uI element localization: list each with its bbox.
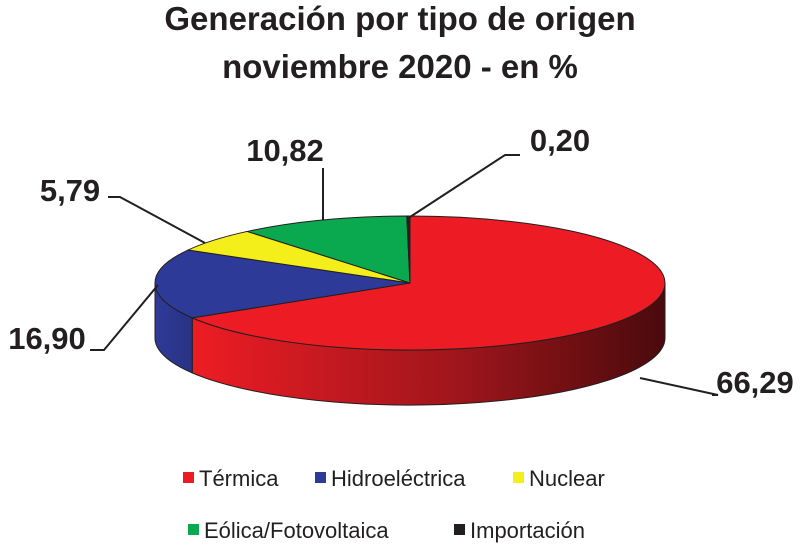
- slice: [190, 215, 666, 351]
- legend: Térmica Hidroeléctrica Nuclear Eólica/Fotov…: [183, 466, 605, 543]
- legend-swatch: [183, 472, 194, 483]
- legend-swatch: [513, 472, 524, 483]
- chart-title: noviembre 2020 - en %: [222, 48, 578, 85]
- leader-line: [639, 377, 719, 396]
- value-label: 0,20: [530, 123, 590, 158]
- slice: [245, 215, 411, 284]
- legend-label: Térmica: [199, 466, 279, 491]
- value-label: 66,29: [716, 365, 794, 400]
- leader-line: [108, 196, 206, 244]
- leader-line: [409, 154, 520, 218]
- leader-line: [90, 284, 159, 351]
- legend-label: Eólica/Fotovoltaica: [204, 518, 389, 543]
- legend-label: Importación: [470, 518, 585, 543]
- pie: [154, 215, 666, 406]
- labels: 66,29 16,90 5,79 10,82 0,20: [8, 123, 794, 400]
- legend-label: Nuclear: [529, 466, 605, 491]
- legend-swatch: [454, 524, 465, 535]
- legend-label: Hidroeléctrica: [331, 466, 466, 491]
- value-label: 16,90: [8, 321, 86, 356]
- chart-title: Generación por tipo de origen: [164, 0, 635, 37]
- legend-swatch: [188, 524, 199, 535]
- legend-swatch: [315, 472, 326, 483]
- value-label: 5,79: [40, 173, 100, 208]
- value-label: 10,82: [246, 133, 324, 168]
- slice: [154, 249, 411, 319]
